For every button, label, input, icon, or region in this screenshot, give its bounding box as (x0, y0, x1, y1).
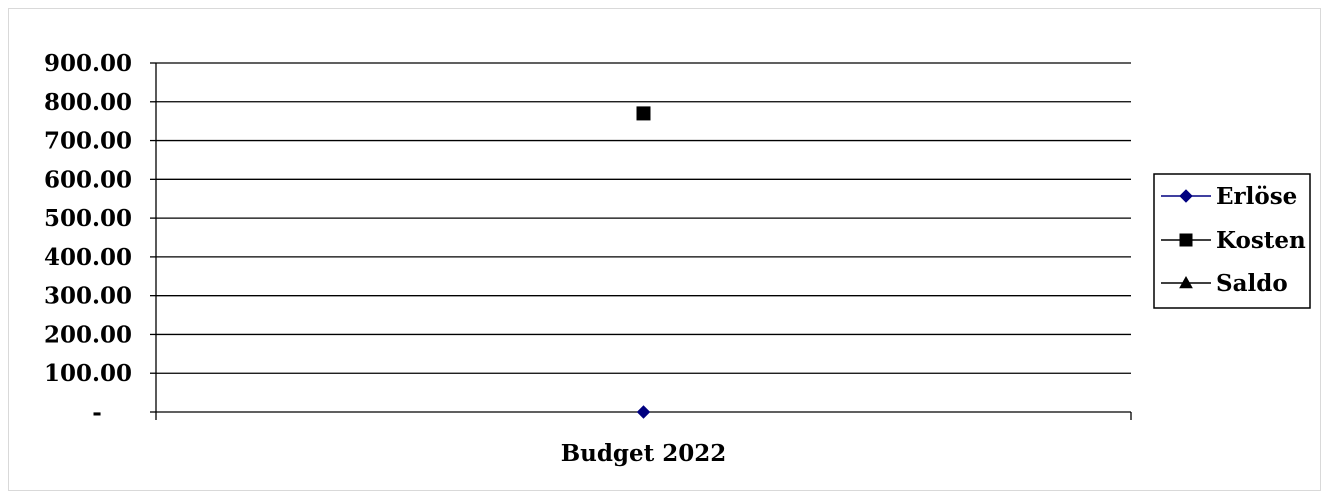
legend-marker (1179, 233, 1193, 247)
y-tick-label: 600.00 (44, 166, 132, 193)
y-tick-label: 900.00 (44, 50, 132, 77)
y-tick-label: 800.00 (44, 89, 132, 116)
legend: Erlöse Kosten Saldo (1153, 173, 1311, 309)
data-point-kosten (636, 106, 651, 121)
y-tick-label: 500.00 (44, 205, 132, 232)
x-tick-label: Budget 2022 (561, 440, 727, 467)
legend-label: Kosten (1216, 227, 1306, 254)
y-axis: - 100.00 200.00 300.00 400.00 500.00 600.00 700… (44, 50, 157, 426)
data-point-erl-se (636, 405, 651, 419)
y-tick-label: 200.00 (44, 321, 132, 348)
x-axis: Budget 2022 (155, 412, 1132, 467)
y-tick-label: - (92, 399, 102, 426)
legend-marker (1179, 275, 1193, 289)
data-marks (636, 106, 651, 419)
y-tick-label: 700.00 (44, 128, 132, 155)
y-tick-label: 400.00 (44, 244, 132, 271)
legend-marker (1179, 189, 1193, 203)
y-tick-label: 300.00 (44, 283, 132, 310)
legend-label: Saldo (1216, 270, 1288, 297)
legend-label: Erlöse (1216, 183, 1297, 210)
gridlines (156, 62, 1131, 413)
y-tick-label: 100.00 (44, 360, 132, 387)
chart-frame (8, 8, 1321, 491)
